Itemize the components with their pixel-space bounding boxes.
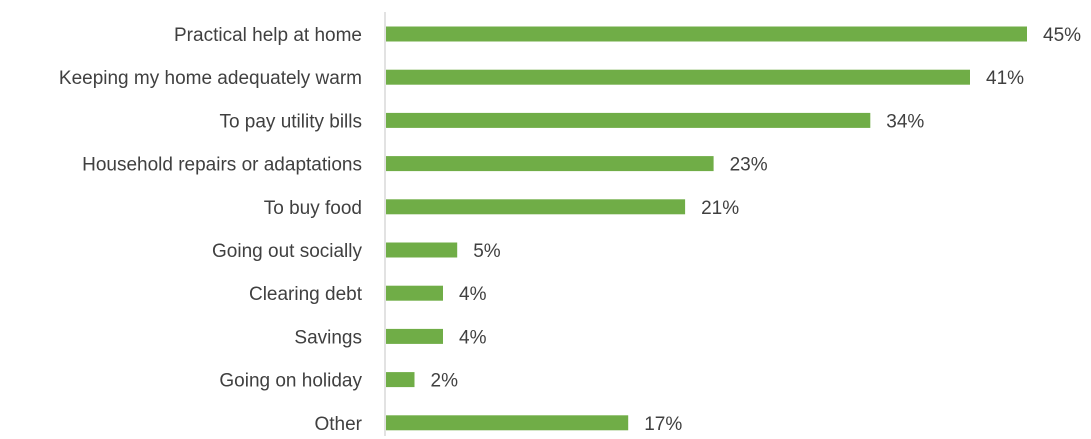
value-label-5: 5% [473, 241, 501, 262]
bar-2 [386, 112, 871, 128]
bar-3 [386, 156, 714, 172]
category-label-8: Going on holiday [219, 371, 362, 392]
value-label-6: 4% [459, 284, 487, 305]
bar-1 [386, 69, 970, 85]
value-label-4: 21% [701, 198, 739, 219]
category-labels-group: Practical help at home Keeping my home ad… [59, 25, 363, 435]
value-label-2: 34% [886, 111, 924, 132]
value-label-0: 45% [1043, 25, 1081, 46]
category-label-6: Clearing debt [249, 284, 363, 305]
bar-6 [386, 285, 443, 301]
category-label-3: Household repairs or adaptations [82, 155, 362, 176]
bar-0 [386, 26, 1027, 42]
value-label-9: 17% [644, 414, 682, 435]
category-label-0: Practical help at home [174, 25, 362, 46]
value-label-7: 4% [459, 327, 487, 348]
value-label-1: 41% [986, 68, 1024, 89]
value-label-8: 2% [431, 371, 459, 392]
category-label-9: Other [314, 414, 362, 435]
category-label-7: Savings [294, 327, 362, 348]
bar-7 [386, 328, 443, 344]
bar-5 [386, 242, 458, 258]
bar-9 [386, 415, 629, 431]
bars-group [386, 26, 1027, 431]
category-label-5: Going out socially [212, 241, 362, 262]
value-label-3: 23% [730, 155, 768, 176]
bar-4 [386, 199, 686, 215]
category-label-4: To buy food [264, 198, 362, 219]
category-label-2: To pay utility bills [219, 111, 362, 132]
value-labels-group: 45% 41% 34% 23% 21% 5% 4% 4% 2% 17% [431, 25, 1082, 435]
bar-8 [386, 372, 415, 388]
category-label-1: Keeping my home adequately warm [59, 68, 362, 89]
